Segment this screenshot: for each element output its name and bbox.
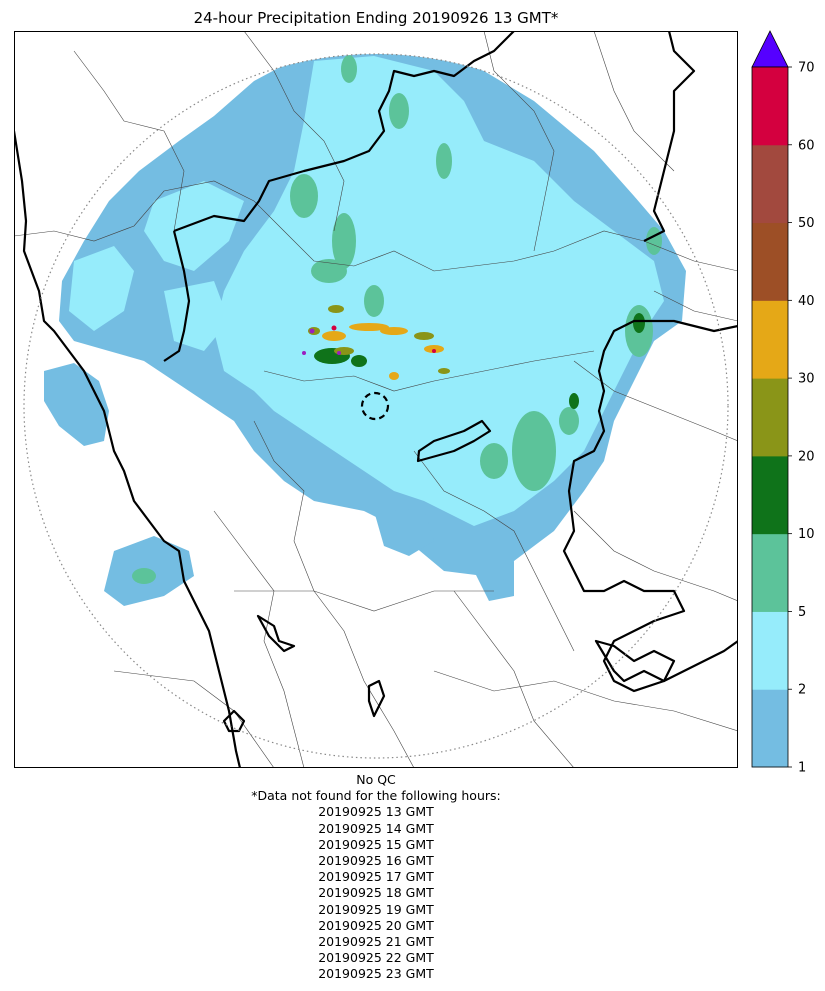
precipitation-field	[44, 54, 686, 606]
missing-hour: 20190925 18 GMT	[318, 885, 434, 901]
missing-hour: 20190925 23 GMT	[318, 966, 434, 982]
colorbar-extend-arrow	[751, 30, 789, 68]
colorbar-tick-label: 5	[798, 605, 806, 620]
district-boundaries	[14, 31, 738, 768]
colorbar-tick-label: 50	[798, 216, 815, 231]
colorbar-tick-label: 1	[798, 761, 806, 774]
colorbar-segments	[751, 30, 789, 768]
missing-hour: 20190925 16 GMT	[318, 853, 434, 869]
missing-hour: 20190925 20 GMT	[318, 917, 434, 933]
colorbar-tick-label: 70	[798, 61, 815, 76]
colorbar-segment	[752, 144, 788, 224]
precip-5-10mm	[132, 55, 662, 584]
colorbar-segment	[752, 689, 788, 768]
precip-2-5mm	[69, 56, 664, 526]
colorbar-segment	[752, 533, 788, 612]
map-canvas	[14, 31, 738, 768]
colorbar-ticks: 1 2 5 10 20 30 40 50 60 70	[788, 61, 815, 774]
plot-title: 24-hour Precipitation Ending 20190926 13…	[193, 9, 559, 27]
colorbar-border	[751, 66, 789, 768]
colorbar-tick-label: 30	[798, 372, 815, 387]
colorbar-segment	[752, 300, 788, 379]
colorbar-tick-label: 40	[798, 294, 815, 309]
precipitation-map	[14, 31, 738, 768]
precip-50-plus	[302, 325, 436, 355]
colorbar-tick-label: 10	[798, 527, 815, 542]
colorbar-segment	[752, 611, 788, 690]
range-ring	[23, 53, 729, 759]
colorbar-segment	[752, 455, 788, 535]
missing-hour: 20190925 21 GMT	[318, 934, 434, 950]
colorbar-tick-label: 20	[798, 449, 815, 464]
colorbar-tick-label: 2	[798, 683, 806, 698]
colorbar: 1 2 5 10 20 30 40 50 60 70	[751, 30, 815, 774]
qc-note: No QC	[356, 772, 396, 787]
footer-notes: No QC *Data not found for the following …	[14, 772, 738, 983]
map-border	[14, 31, 738, 768]
precip-10-20mm	[314, 313, 645, 409]
missing-hour: 20190925 14 GMT	[318, 820, 434, 836]
colorbar-segment	[752, 378, 788, 457]
missing-hour: 20190925 17 GMT	[318, 869, 434, 885]
radar-site-marker	[360, 391, 390, 421]
missing-data-note: *Data not found for the following hours:	[251, 788, 501, 804]
state-boundaries	[14, 31, 738, 768]
missing-hour: 20190925 13 GMT	[318, 804, 434, 820]
colorbar-tick-label: 60	[798, 138, 815, 153]
missing-hour: 20190925 19 GMT	[318, 901, 434, 917]
missing-hour: 20190925 15 GMT	[318, 836, 434, 852]
colorbar-segment	[752, 222, 788, 301]
colorbar-segment	[752, 67, 788, 146]
missing-hour: 20190925 22 GMT	[318, 950, 434, 966]
precip-20-40mm	[308, 305, 450, 380]
